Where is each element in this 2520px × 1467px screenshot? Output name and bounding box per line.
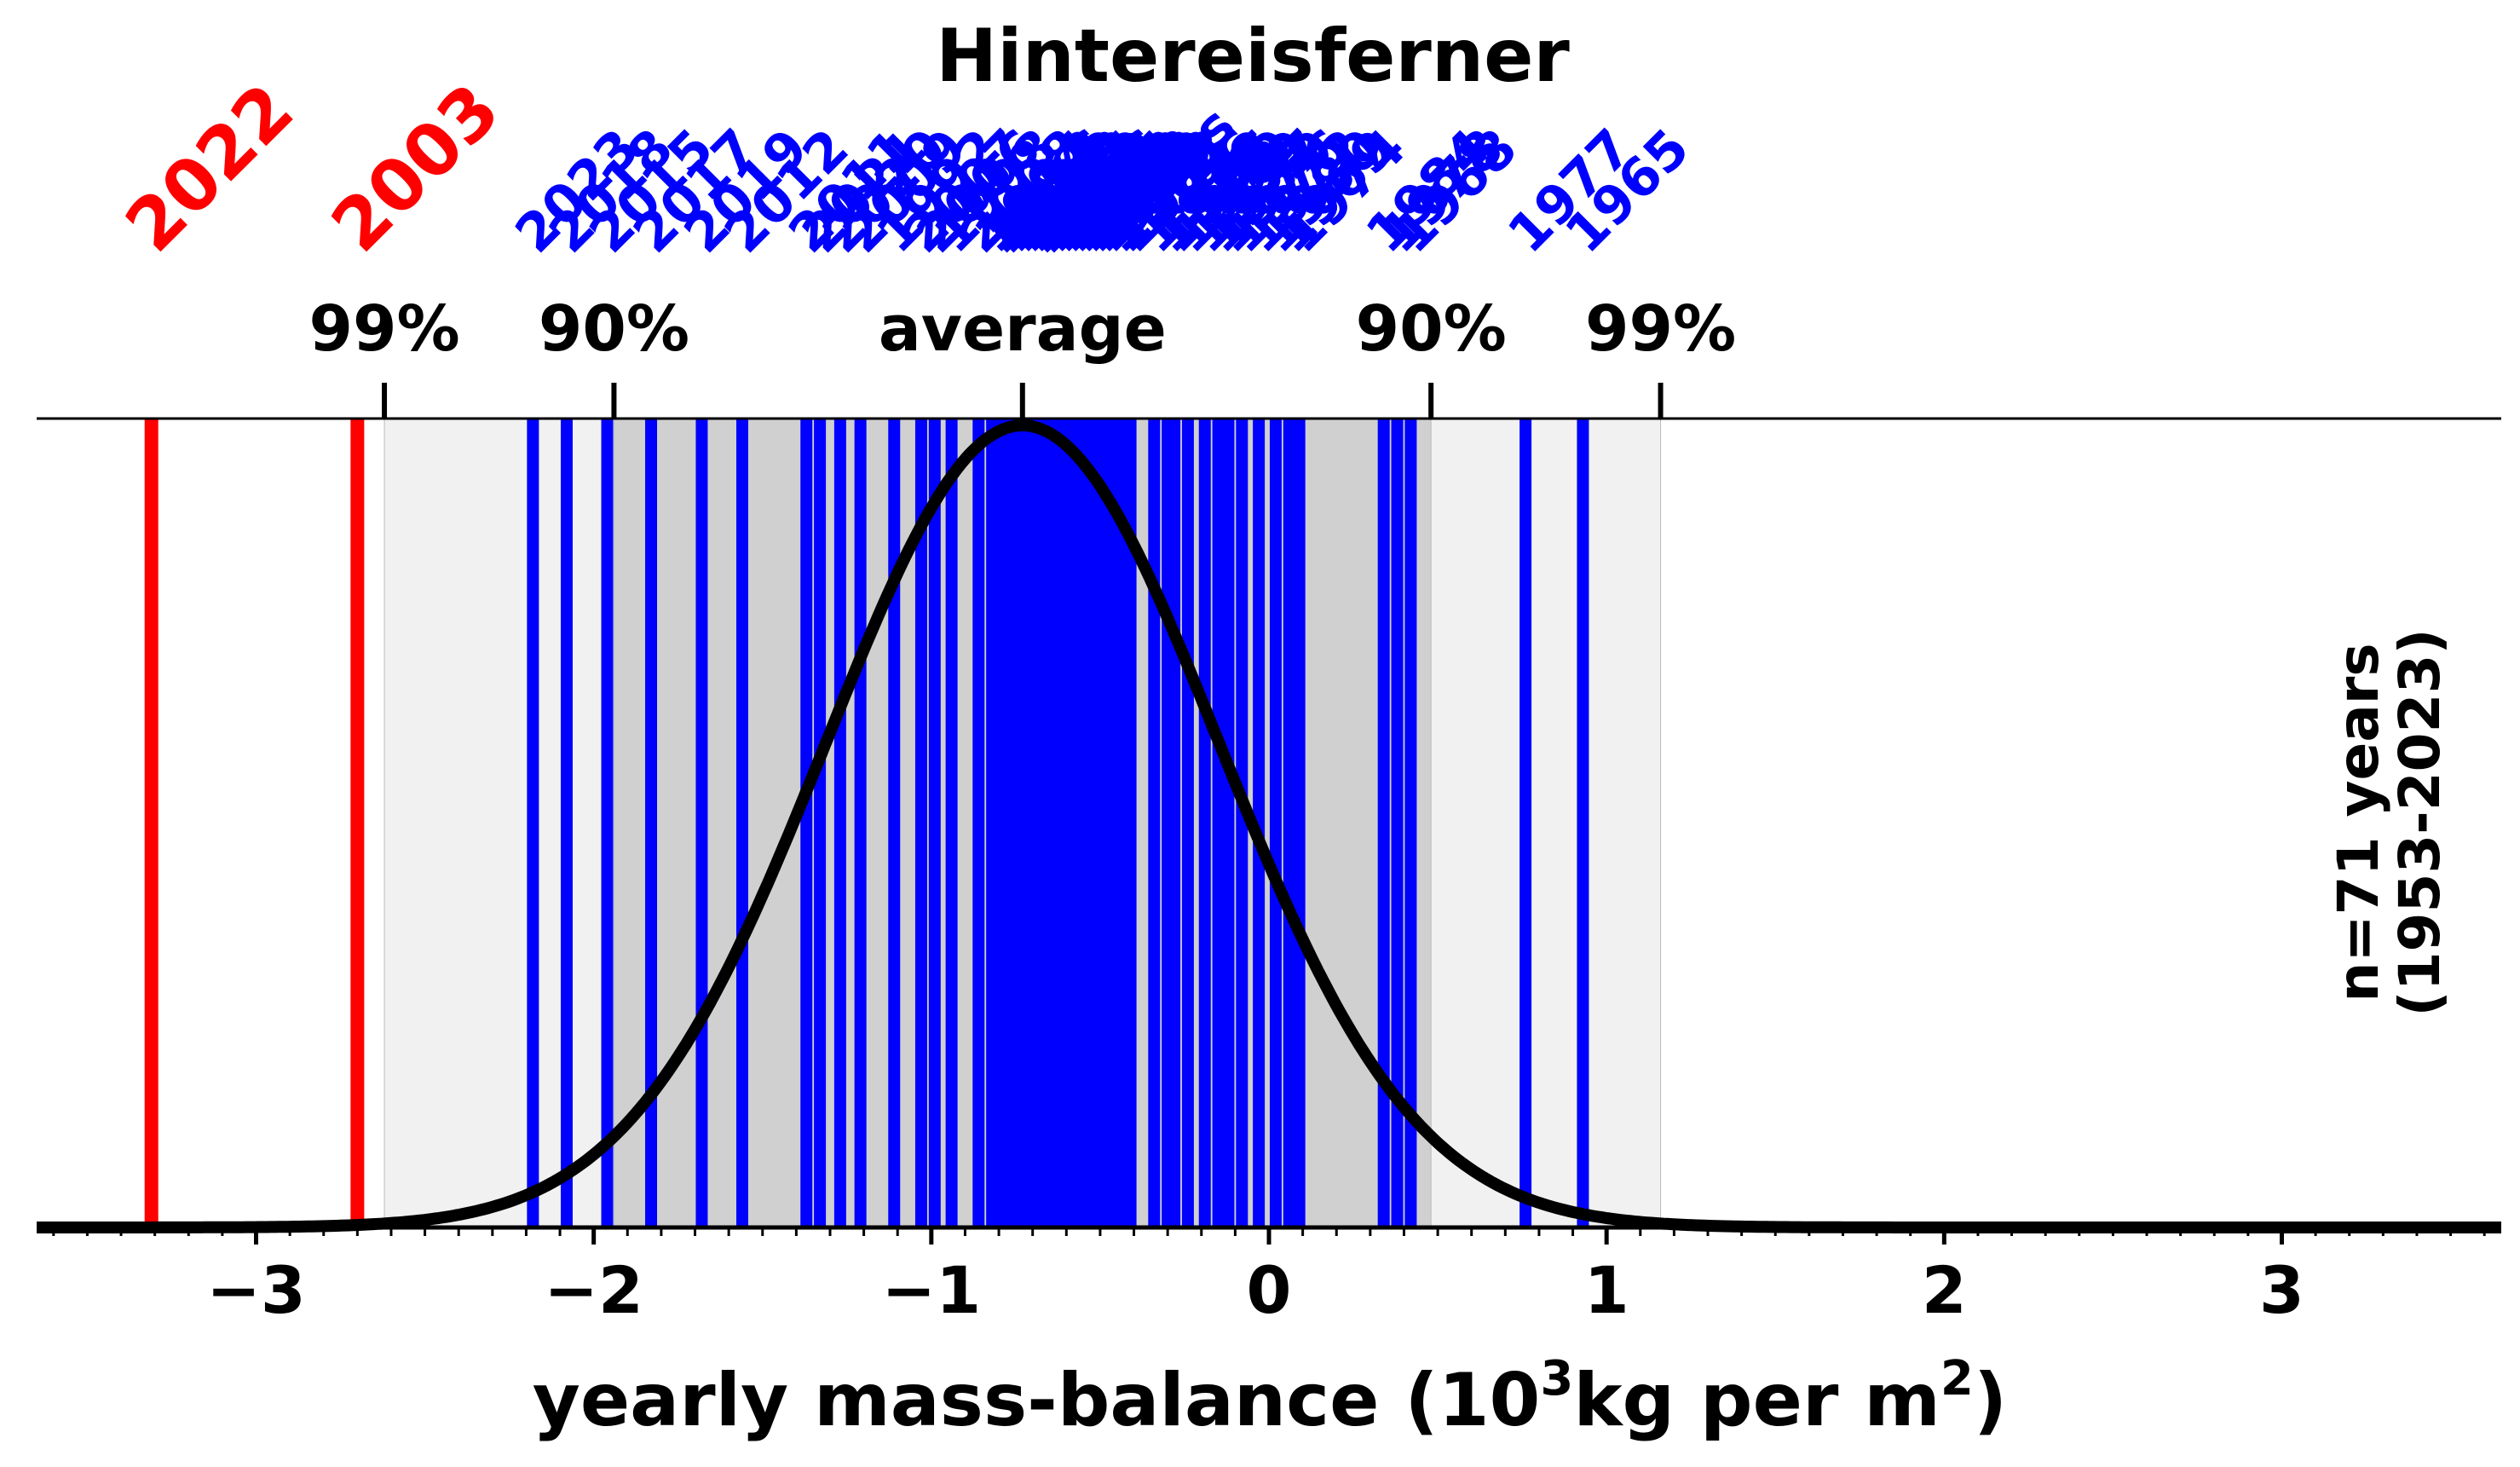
x-tick-labels: −3 −2 −1 0 1 2 3 xyxy=(206,1252,2304,1328)
year-bar-2006 xyxy=(928,419,941,1227)
year-bar-1968 xyxy=(1404,419,1417,1227)
year-bar-1996 xyxy=(1148,419,1161,1227)
year-label-2003: 2003 xyxy=(315,68,516,269)
x-major-ticks xyxy=(254,1227,2284,1245)
tick-label: 1 xyxy=(1584,1252,1629,1328)
year-bars xyxy=(144,419,1589,1227)
year-bar-1981 xyxy=(1124,419,1137,1227)
marker-label: 99% xyxy=(309,292,459,366)
x-axis-label: yearly mass-balance (103kg per m2) xyxy=(533,1351,2007,1443)
year-bar-1965 xyxy=(1577,419,1589,1227)
year-bar-2015 xyxy=(601,419,614,1227)
tick-label: −3 xyxy=(206,1252,306,1328)
tick-label: 2 xyxy=(1922,1252,1967,1328)
sample-size-line1: n=71 years xyxy=(2326,643,2391,1002)
tick-label: 3 xyxy=(2259,1252,2304,1328)
year-bar-2009 xyxy=(854,419,867,1227)
year-bar-2018 xyxy=(560,419,573,1227)
year-bar-1992 xyxy=(888,419,901,1227)
year-bar-1960 xyxy=(1181,419,1194,1227)
tick-label: −2 xyxy=(544,1252,643,1328)
year-bar-2017 xyxy=(645,419,658,1227)
marker-label: 90% xyxy=(539,292,689,366)
chart-title: Hintereisferner xyxy=(936,14,1570,99)
year-bar-1980 xyxy=(1269,419,1282,1227)
year-bar-1987 xyxy=(1212,419,1225,1227)
year-label-2022: 2022 xyxy=(110,68,310,269)
year-bar-1998 xyxy=(945,419,958,1227)
marker-label: 99% xyxy=(1585,292,1736,366)
marker-label: 90% xyxy=(1356,292,1507,366)
year-bar-2019 xyxy=(695,419,708,1227)
year-bar-2023 xyxy=(527,419,539,1227)
year-bar-1995 xyxy=(1168,419,1181,1227)
tick-label: 0 xyxy=(1247,1252,1292,1328)
year-label-group: 2022 xyxy=(110,68,310,269)
year-bar-1950s xyxy=(1100,419,1113,1227)
year-bar-1978 xyxy=(1391,419,1404,1227)
year-bar-1984 xyxy=(1377,419,1390,1227)
year-bar-1976 xyxy=(1236,419,1248,1227)
year-bar-2011 xyxy=(800,419,813,1227)
year-label-group: 2003 xyxy=(315,68,516,269)
year-bar-2007 xyxy=(914,419,927,1227)
year-bar-1977 xyxy=(1519,419,1532,1227)
year-bar-2008 xyxy=(972,419,985,1227)
year-bar-2022 xyxy=(144,419,159,1227)
marker-label: average xyxy=(879,292,1167,366)
year-bar-1979 xyxy=(1222,419,1235,1227)
year-bar-1969 xyxy=(1283,419,1295,1227)
year-bar-1972 xyxy=(1253,419,1266,1227)
tick-label: −1 xyxy=(882,1252,982,1328)
year-bar-2020 xyxy=(833,419,846,1227)
year-bar-2003 xyxy=(350,419,365,1227)
year-labels: 2023201820152017201920122011202120202009… xyxy=(110,68,1702,269)
sample-size-line2: (1953-2023) xyxy=(2387,628,2453,1016)
year-bar-1959 xyxy=(1198,419,1211,1227)
percentile-markers: 99% 90% average 90% 99% xyxy=(309,292,1736,419)
sample-size-label: n=71 years (1953-2023) xyxy=(2326,628,2453,1016)
year-bar-2012 xyxy=(735,419,748,1227)
year-bar-2021 xyxy=(814,419,827,1227)
year-bar-1974 xyxy=(1293,419,1306,1227)
